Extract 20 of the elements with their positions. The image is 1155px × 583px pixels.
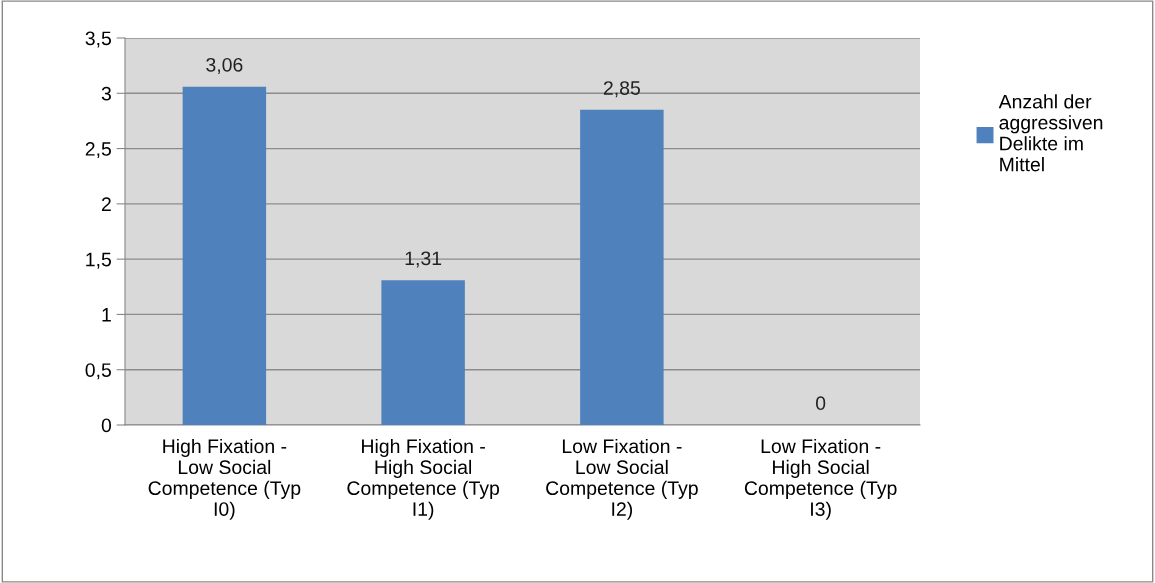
x-tick-label: Low Fixation - High Social Competence (Typ I3) [744,438,897,520]
bar [182,86,267,425]
x-tick-label: High Fixation - High Social Competence (Typ I1) [347,438,500,520]
y-tick-label: 2 [101,197,111,211]
x-tick-label: High Fixation - Low Social Competence (Typ I0) [148,438,301,520]
x-tick-label: Low Fixation - Low Social Competence (Typ I2) [546,438,698,520]
y-tick-label: 0 [101,418,112,433]
y-tick-label: 0,5 [85,363,111,380]
legend-label: Anzahl der aggressiven Delikte im Mittel [998,94,1103,172]
bar [580,109,664,425]
data-label: 0 [815,396,826,411]
data-label: 1,31 [405,251,442,268]
y-tick-label: 3,5 [85,31,111,48]
bar [381,280,465,425]
data-label: 2,85 [603,81,640,98]
y-tick-label: 1 [102,308,111,322]
y-tick-label: 3 [101,86,111,101]
data-label: 3,06 [206,57,243,74]
y-tick-label: 1,5 [86,252,111,269]
y-tick-label: 2,5 [85,142,111,159]
